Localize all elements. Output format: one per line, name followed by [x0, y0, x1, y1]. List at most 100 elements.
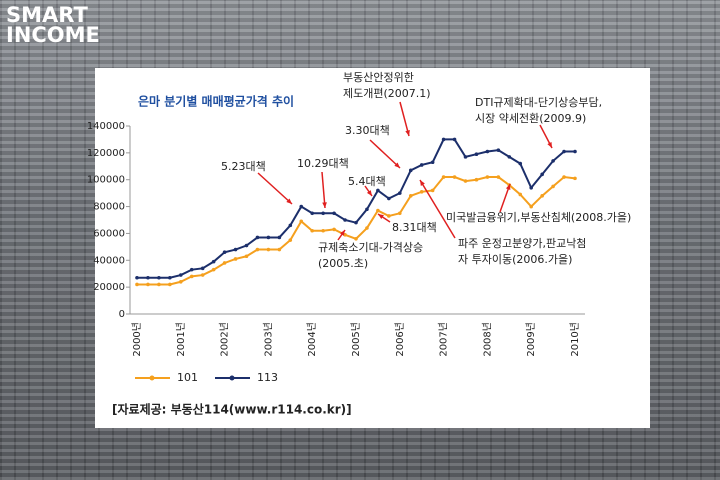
- point: [157, 275, 161, 280]
- point: [551, 159, 555, 163]
- point: [332, 227, 336, 232]
- logo-line: INCOME: [6, 23, 100, 47]
- point: [179, 279, 183, 284]
- y-tick-label: 80000: [93, 202, 125, 213]
- point: [408, 168, 413, 173]
- point: [135, 282, 139, 287]
- annotation-text: 규제축소기대-가격상승: [318, 241, 423, 254]
- point: [310, 228, 315, 233]
- point: [255, 235, 260, 240]
- arrow-head: [394, 162, 400, 168]
- x-tick-label: 2009년: [525, 322, 537, 357]
- point: [474, 152, 479, 156]
- point: [288, 223, 293, 228]
- point: [211, 259, 216, 264]
- point: [496, 175, 501, 179]
- point: [299, 204, 304, 209]
- point: [168, 275, 172, 280]
- annotation-text: 파주 운정고분양가,판교낙첨: [458, 237, 586, 250]
- annotation-arrow: [419, 179, 456, 239]
- point: [496, 148, 501, 152]
- x-tick-label: 2003년: [262, 322, 274, 357]
- point: [244, 254, 249, 259]
- point: [222, 261, 227, 265]
- annotation-text: (2005.초): [318, 257, 368, 270]
- point: [146, 275, 150, 280]
- annotation-text: 부동산안정위한: [343, 71, 414, 84]
- point: [452, 175, 457, 179]
- legend-marker: [229, 375, 235, 381]
- point: [266, 235, 271, 240]
- x-tick-label: 2004년: [306, 322, 318, 357]
- point: [277, 247, 282, 252]
- point: [146, 282, 150, 287]
- point: [452, 137, 457, 142]
- point: [485, 149, 490, 154]
- annotation-text: DTI규제확대-단기상승부담,: [475, 96, 602, 109]
- point: [518, 161, 523, 166]
- y-tick-label: 40000: [93, 255, 125, 266]
- arrow-head: [505, 184, 511, 190]
- point: [507, 155, 512, 159]
- x-tick-label: 2002년: [219, 322, 231, 357]
- annotation-arrow: [257, 172, 293, 205]
- y-tick-label: 60000: [93, 228, 125, 239]
- point: [408, 194, 413, 198]
- x-tick-label: 2007년: [438, 322, 450, 357]
- point: [540, 172, 544, 177]
- point: [179, 273, 183, 277]
- point: [419, 190, 424, 194]
- y-tick-label: 100000: [87, 175, 125, 186]
- annotation-text: 제도개편(2007.1): [343, 87, 431, 100]
- annotation-text: 자 투자이동(2006.가을): [458, 253, 572, 266]
- point: [244, 243, 249, 248]
- annotation-text: 3.30대책: [345, 124, 390, 137]
- annotation-text: 10.29대책: [297, 157, 349, 170]
- point: [321, 228, 325, 233]
- point: [222, 250, 227, 255]
- arrow-head: [378, 214, 384, 220]
- point: [485, 175, 490, 179]
- point: [441, 137, 446, 142]
- annotation-text: 5.4대책: [348, 175, 386, 188]
- annotation-arrow: [399, 101, 410, 137]
- point: [430, 188, 435, 193]
- arrow-head: [339, 230, 345, 236]
- point: [168, 282, 172, 287]
- y-tick-label: 120000: [87, 148, 125, 159]
- x-tick-label: 2006년: [394, 322, 406, 357]
- annotation-text: 5.23대책: [221, 160, 266, 173]
- arrow-head: [322, 202, 327, 208]
- chart-title: 은마 분기별 매매평균가격 추이: [138, 94, 294, 109]
- point: [157, 282, 161, 287]
- point: [430, 160, 435, 165]
- point: [135, 275, 139, 280]
- logo-line: SMART: [6, 3, 89, 27]
- legend-label: 113: [257, 371, 278, 384]
- point: [562, 175, 566, 179]
- point: [474, 177, 479, 182]
- legend-label: 101: [177, 371, 198, 384]
- point: [529, 185, 533, 190]
- annotation-text: 8.31대책: [392, 221, 437, 234]
- arrow-head: [420, 180, 425, 186]
- point: [365, 226, 369, 230]
- y-tick-label: 140000: [87, 121, 125, 132]
- point: [398, 211, 402, 216]
- point: [518, 192, 523, 197]
- point: [343, 218, 347, 222]
- annotation-arrow: [321, 171, 326, 209]
- point: [573, 176, 577, 181]
- point: [419, 163, 424, 167]
- legend-marker: [149, 375, 155, 381]
- point: [200, 266, 205, 271]
- arrow-head: [547, 142, 552, 148]
- point: [354, 220, 358, 225]
- point: [376, 188, 380, 193]
- point: [189, 267, 194, 272]
- point: [332, 211, 336, 216]
- point: [189, 274, 194, 279]
- point: [354, 237, 358, 241]
